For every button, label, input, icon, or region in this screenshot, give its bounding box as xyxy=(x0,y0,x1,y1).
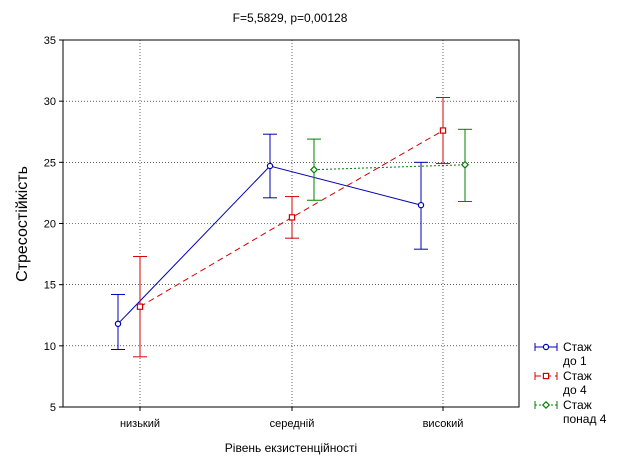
legend-label: понад 4 xyxy=(563,412,607,426)
x-tick-label: середній xyxy=(270,418,315,430)
legend-label: до 4 xyxy=(563,383,587,397)
data-point xyxy=(288,214,296,221)
data-point xyxy=(439,127,447,134)
y-tick-label: 10 xyxy=(44,341,56,353)
series-2 xyxy=(133,96,450,358)
series-3 xyxy=(307,128,472,202)
legend-marker xyxy=(541,400,551,410)
legend-label: до 1 xyxy=(563,354,587,368)
data-point xyxy=(266,162,274,170)
y-tick-label: 35 xyxy=(44,35,56,47)
y-tick-label: 5 xyxy=(50,402,56,414)
x-tick-label: високий xyxy=(423,418,464,430)
chart-title: F=5,5829, p=0,00128 xyxy=(233,11,348,25)
data-point xyxy=(309,165,319,174)
data-point xyxy=(460,160,470,169)
x-tick-label: низький xyxy=(120,418,160,430)
series-line xyxy=(139,130,444,308)
legend-label: Стаж xyxy=(563,369,592,383)
series-1 xyxy=(111,133,428,351)
series-layer xyxy=(111,96,472,358)
legend-label: Стаж xyxy=(563,398,592,412)
y-tick-label: 15 xyxy=(44,280,56,292)
y-tick-label: 20 xyxy=(44,219,56,231)
legend-marker xyxy=(542,372,550,380)
y-tick-label: 25 xyxy=(44,157,56,169)
y-tick-label: 30 xyxy=(44,96,56,108)
y-axis-title: Стресостійкість xyxy=(14,166,31,282)
data-point xyxy=(114,320,122,328)
data-point xyxy=(417,201,425,209)
x-axis-title: Рівень екзистенційності xyxy=(225,441,357,455)
legend-marker xyxy=(542,343,550,351)
legend-label: Стаж xyxy=(563,340,592,354)
series-line xyxy=(313,164,466,171)
axes: 5 10 15 20 25 30 35 низький середній високий xyxy=(44,35,464,430)
data-point xyxy=(136,303,144,310)
